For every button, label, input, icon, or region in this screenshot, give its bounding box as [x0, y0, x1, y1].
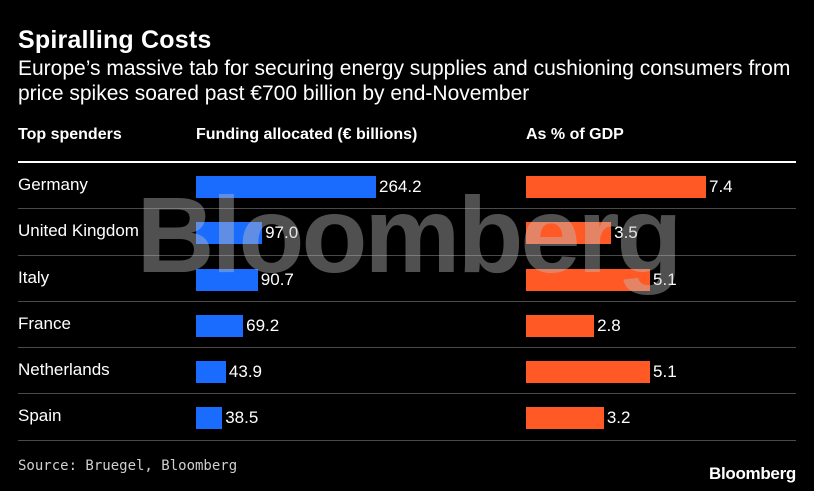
gdp-value-label: 5.1 — [653, 269, 677, 289]
gdp-value-label: 3.5 — [614, 223, 638, 243]
gdp-value-label: 3.2 — [606, 408, 631, 428]
country-label: United Kingdom — [18, 221, 139, 241]
country-label: France — [18, 313, 71, 333]
header-divider — [18, 161, 796, 163]
chart-row: Italy 90.7 5.1 — [18, 256, 796, 302]
chart-row: Spain 38.5 3.2 — [18, 394, 796, 441]
column-header-funding: Funding allocated (€ billions) — [196, 126, 418, 143]
chart-row: Germany 264.2 7.4 — [18, 163, 796, 210]
gdp-bar — [526, 222, 612, 245]
funding-bar — [196, 222, 263, 245]
funding-value-label: 43.9 — [228, 362, 262, 382]
gdp-value-label: 2.8 — [597, 315, 621, 335]
column-header-gdp: As % of GDP — [526, 126, 624, 143]
chart-title: Spiralling Costs — [18, 26, 212, 54]
funding-value-label: 90.7 — [260, 269, 294, 289]
gdp-bar — [526, 314, 595, 337]
funding-bar — [196, 407, 223, 430]
chart-row: Netherlands 43.9 5.1 — [18, 348, 796, 395]
country-label: Germany — [18, 175, 88, 194]
gdp-bar — [526, 361, 651, 384]
funding-value-label: 97.0 — [265, 223, 299, 243]
funding-value-label: 69.2 — [246, 315, 280, 335]
funding-bar — [196, 314, 244, 337]
gdp-bar — [526, 268, 651, 291]
funding-bar — [196, 361, 226, 384]
gdp-bar — [526, 407, 604, 430]
chart-row: United Kingdom 97.0 3.5 — [18, 209, 796, 256]
chart-subtitle: Europe’s massive tab for securing energy… — [18, 57, 791, 105]
column-header-country: Top spenders — [18, 126, 122, 143]
source-note: Source: Bruegel, Bloomberg — [18, 458, 238, 474]
bloomberg-logo: Bloomberg — [708, 464, 796, 483]
gdp-value-label: 5.1 — [653, 362, 677, 382]
chart-row: France 69.2 2.8 — [18, 302, 796, 349]
country-label: Spain — [18, 406, 62, 426]
funding-bar — [196, 176, 376, 198]
chart-rows: Germany 264.2 7.4 United Kingdom 97.0 3.5 Ital… — [18, 163, 796, 441]
country-label: Netherlands — [18, 360, 110, 380]
funding-value-label: 264.2 — [379, 177, 422, 196]
gdp-bar — [526, 176, 706, 198]
funding-bar — [196, 268, 258, 291]
funding-value-label: 38.5 — [225, 408, 259, 428]
gdp-value-label: 7.4 — [709, 177, 733, 196]
country-label: Italy — [18, 267, 50, 287]
